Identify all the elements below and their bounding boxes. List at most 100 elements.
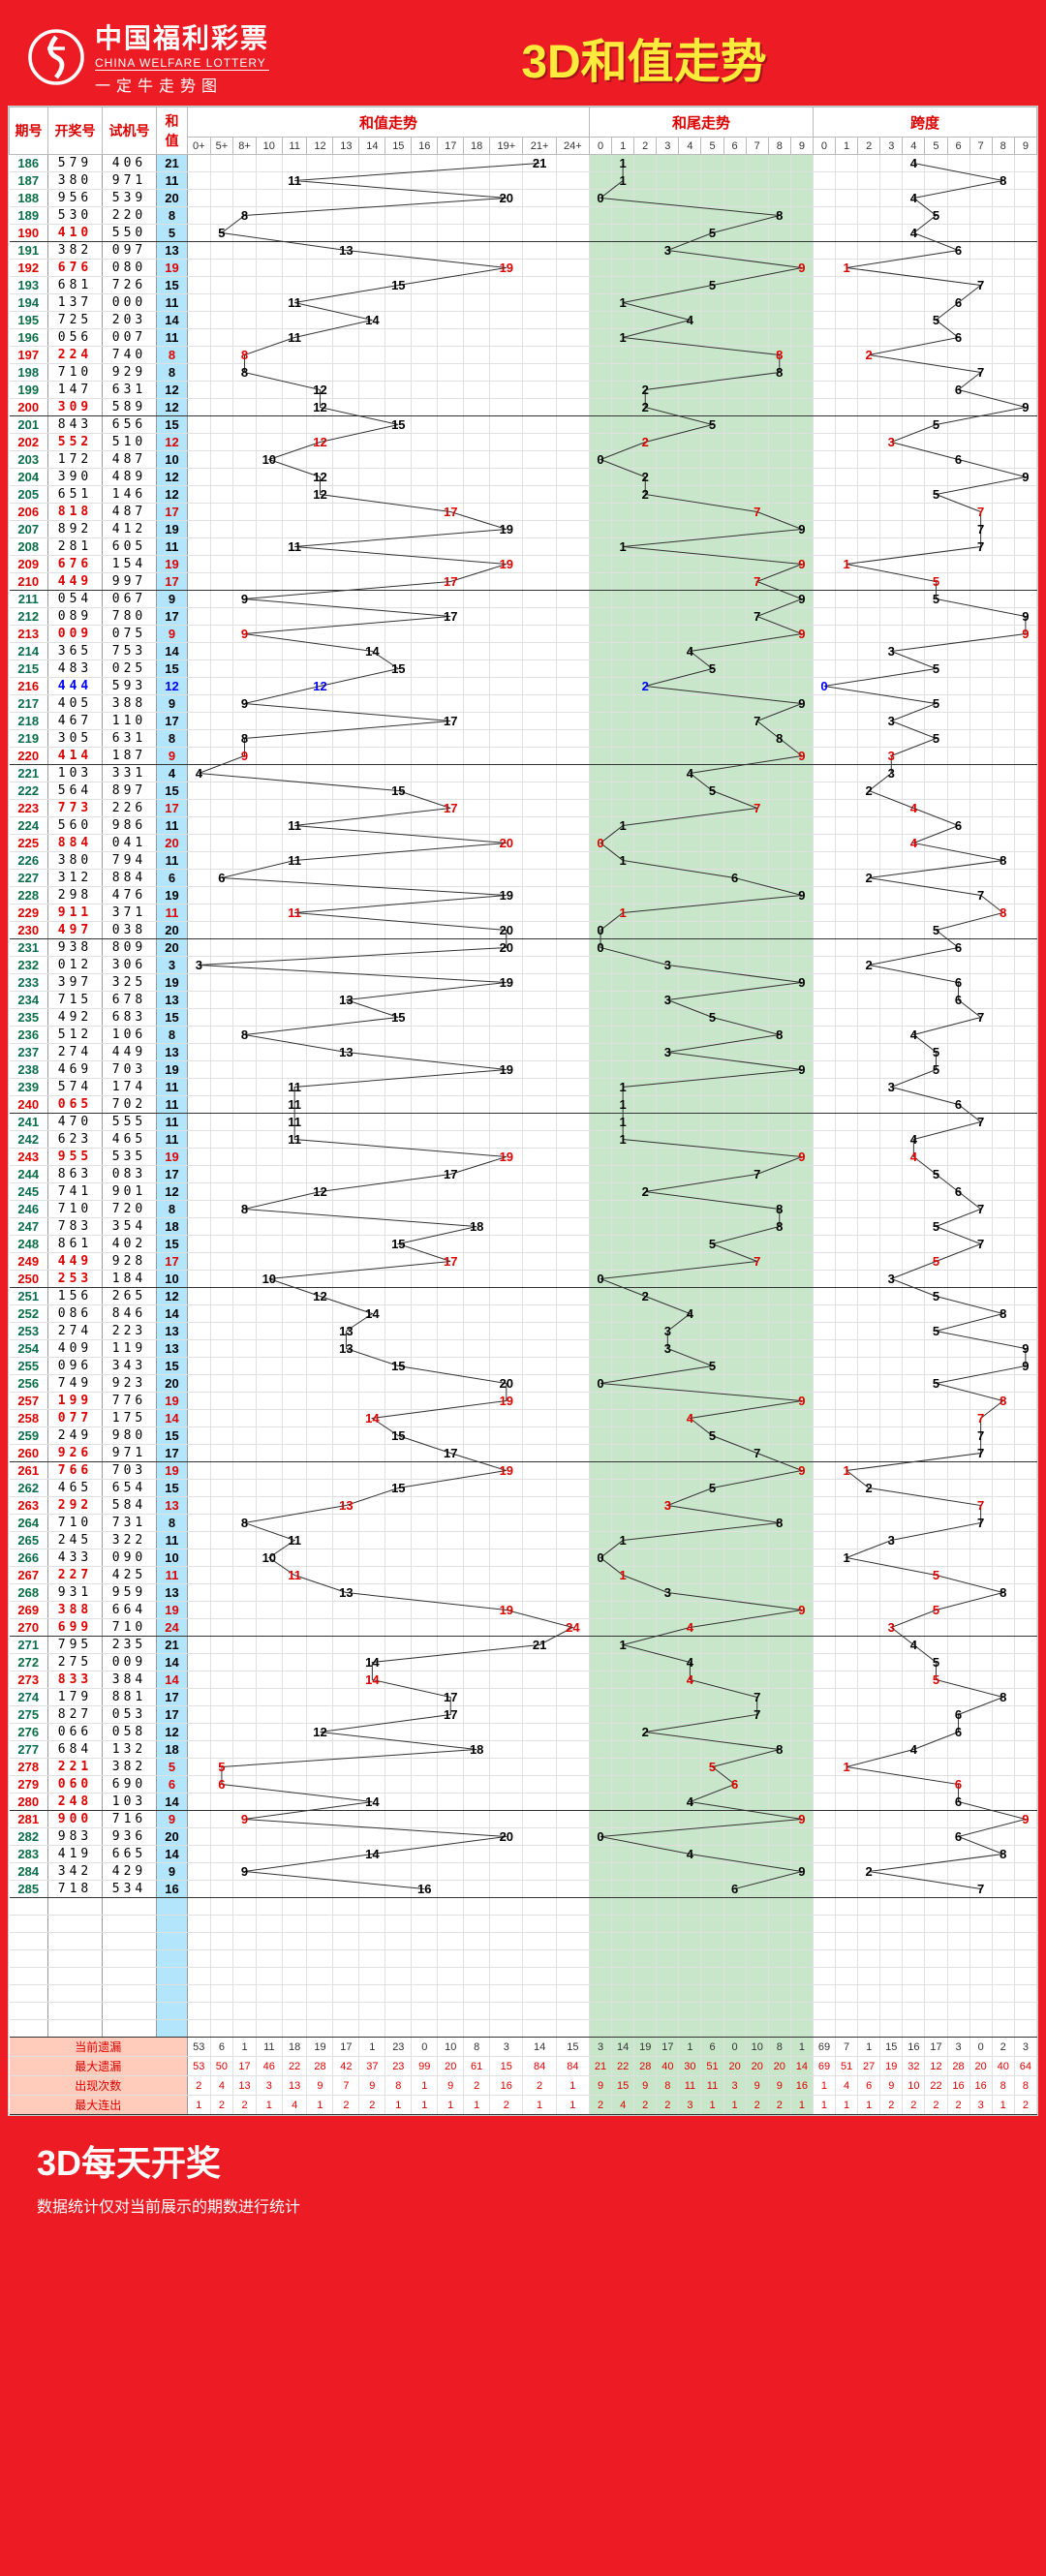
tail-cell — [612, 1323, 634, 1340]
tail-cell — [746, 1131, 768, 1149]
hz-cell — [385, 225, 412, 242]
hz-cell — [188, 294, 211, 312]
hz-cell — [233, 1532, 257, 1549]
cell-test: 631 — [103, 382, 157, 399]
hz-cell — [412, 1009, 438, 1027]
span-cell — [880, 1549, 903, 1567]
hz-cell — [210, 434, 233, 451]
cell-hz: 12 — [157, 486, 188, 504]
hz-cell — [490, 1689, 523, 1706]
tail-cell — [590, 573, 612, 591]
span-cell — [903, 1863, 925, 1881]
hz-cell — [188, 992, 211, 1009]
hz-cell — [412, 1201, 438, 1218]
tail-cell — [723, 1009, 746, 1027]
tail-cell — [612, 1794, 634, 1811]
tail-cell — [701, 887, 723, 905]
tail-cell — [657, 922, 679, 939]
span-cell — [813, 573, 835, 591]
tail-cell — [634, 870, 657, 887]
tail-cell — [590, 1689, 612, 1706]
hz-cell — [490, 1619, 523, 1637]
tail-cell — [612, 347, 634, 364]
span-cell — [813, 1183, 835, 1201]
tail-cell — [768, 1462, 790, 1480]
hz-cell — [464, 1096, 490, 1114]
span-cell: 1 — [836, 1462, 858, 1480]
span-cell — [880, 207, 903, 225]
span-cell: 6 — [947, 1724, 969, 1741]
tail-cell: 5 — [701, 277, 723, 294]
hz-cell — [412, 1218, 438, 1236]
span-cell — [813, 1863, 835, 1881]
span-cell — [836, 1253, 858, 1271]
span-cell — [947, 1619, 969, 1637]
hz-cell — [256, 1881, 282, 1898]
hz-cell — [464, 172, 490, 190]
hz-cell — [490, 713, 523, 730]
tail-cell — [612, 1027, 634, 1044]
cell-draw: 388 — [48, 1602, 103, 1619]
span-cell — [992, 434, 1014, 451]
hz-cell — [464, 1532, 490, 1549]
hz-cell: 4 — [188, 765, 211, 782]
span-cell — [858, 1183, 880, 1201]
stat-cell: 51 — [701, 2057, 723, 2076]
hz-cell — [359, 626, 385, 643]
cell-hz: 15 — [157, 1480, 188, 1497]
cell-period: 233 — [10, 974, 48, 992]
tail-cell: 5 — [701, 1009, 723, 1027]
tail-cell — [634, 190, 657, 207]
tail-cell — [634, 1532, 657, 1549]
hz-cell — [556, 1305, 589, 1323]
cell-test: 901 — [103, 1183, 157, 1201]
tail-cell: 8 — [768, 730, 790, 748]
hz-cell — [188, 329, 211, 347]
span-cell — [813, 1776, 835, 1794]
hz-cell: 12 — [307, 486, 333, 504]
tail-cell — [657, 1549, 679, 1567]
tail-cell — [768, 1759, 790, 1776]
hz-cell — [256, 1794, 282, 1811]
cell-test: 235 — [103, 1637, 157, 1654]
tail-cell — [679, 1462, 701, 1480]
hz-cell — [490, 1358, 523, 1375]
hz-cell — [412, 1358, 438, 1375]
tail-cell — [768, 1863, 790, 1881]
span-cell — [992, 1253, 1014, 1271]
tail-cell — [768, 1567, 790, 1584]
tail-cell — [746, 1881, 768, 1898]
tail-cell — [723, 329, 746, 347]
hz-cell — [210, 1671, 233, 1689]
stat-cell: 7 — [333, 2076, 359, 2096]
cell-hz: 15 — [157, 782, 188, 800]
span-cell: 6 — [947, 382, 969, 399]
span-cell — [880, 225, 903, 242]
col-hz-trend: 和值走势 — [188, 107, 590, 138]
span-cell: 5 — [925, 1218, 947, 1236]
tail-cell — [657, 1811, 679, 1828]
hz-cell — [188, 1776, 211, 1794]
tail-cell — [723, 1393, 746, 1410]
tail-cell — [701, 1096, 723, 1114]
tail-cell — [746, 939, 768, 957]
hz-cell — [556, 1811, 589, 1828]
tail-cell — [746, 364, 768, 382]
hz-cell — [464, 1689, 490, 1706]
hz-cell — [412, 1183, 438, 1201]
hz-cell — [210, 1183, 233, 1201]
span-cell — [969, 1724, 992, 1741]
tail-cell: 3 — [657, 242, 679, 260]
hz-cell — [412, 695, 438, 713]
hz-cell — [464, 1166, 490, 1183]
hz-cell: 21 — [523, 155, 556, 172]
hz-cell — [359, 1741, 385, 1759]
hz-cell: 14 — [359, 1671, 385, 1689]
hz-cell — [256, 1305, 282, 1323]
span-cell: 5 — [925, 922, 947, 939]
hz-cell — [210, 922, 233, 939]
hz-cell — [523, 399, 556, 416]
tail-cell — [723, 1811, 746, 1828]
hz-cell — [233, 817, 257, 835]
hz-cell — [490, 1637, 523, 1654]
